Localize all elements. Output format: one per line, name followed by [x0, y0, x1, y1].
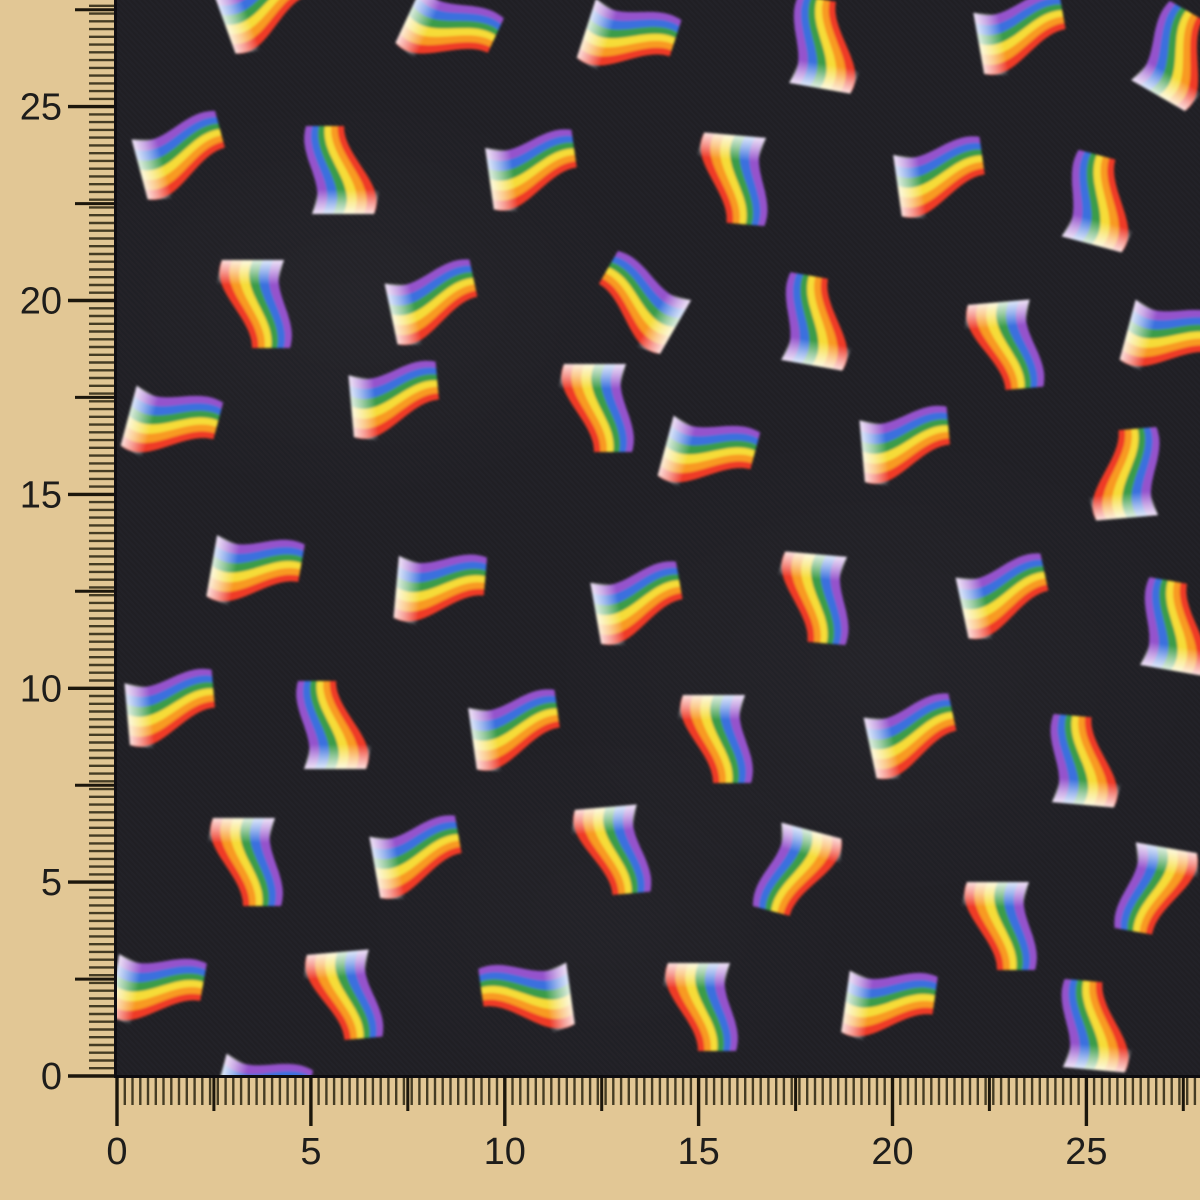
ruler-label: 0 — [106, 1131, 127, 1173]
pride-flag-motif — [558, 528, 728, 682]
ruler-label: 5 — [41, 862, 62, 904]
pride-flag-motif — [1085, 260, 1200, 424]
pride-flag-motif — [357, 0, 548, 126]
pride-flag-motif — [271, 920, 414, 1078]
ruler-label: 0 — [41, 1056, 62, 1098]
ruler-label: 15 — [677, 1131, 719, 1173]
pride-flag-motif — [114, 346, 264, 510]
pride-flag-motif — [623, 376, 802, 540]
pride-flag-motif — [179, 791, 309, 941]
pride-flag-motif — [810, 933, 977, 1078]
ruler-label: 25 — [1065, 1131, 1107, 1173]
pride-flag-motif — [862, 104, 1029, 254]
pride-flag-motif — [660, 103, 803, 264]
pride-flag-motif — [537, 209, 732, 397]
fabric-swatch — [114, 0, 1200, 1078]
pride-flag-motif — [114, 916, 246, 1070]
pride-flag-motif — [922, 519, 1096, 677]
pride-flag-motif — [1081, 810, 1200, 980]
ruler-label: 20 — [871, 1131, 913, 1173]
pride-flag-motif — [830, 376, 991, 519]
ruler-label: 20 — [20, 281, 62, 323]
pride-flag-motif — [1088, 0, 1200, 151]
pride-flag-motif — [454, 97, 621, 247]
pride-flag-motif — [1052, 390, 1195, 551]
pride-flag-motif — [351, 225, 525, 383]
pride-flag-motif — [541, 0, 724, 128]
pride-flag-motif — [1016, 677, 1159, 838]
ruler-label: 25 — [20, 87, 62, 129]
pride-flag-motif — [717, 788, 881, 967]
pride-flag-motif — [1027, 942, 1170, 1078]
pride-flag-motif — [741, 522, 884, 683]
pride-flag-motif — [177, 0, 362, 95]
pride-flag-motif — [530, 337, 660, 487]
ruler-label: 10 — [20, 668, 62, 710]
pride-flag-motif — [941, 0, 1111, 112]
pride-flag-motif — [176, 1014, 355, 1078]
pride-flag-motif — [364, 520, 525, 663]
pride-flag-motif — [114, 75, 275, 239]
pride-flag-motif — [174, 497, 344, 651]
pride-flag-motif — [649, 668, 779, 818]
pride-flag-motif — [278, 91, 408, 241]
pride-flag-motif — [743, 233, 897, 403]
pride-flag-motif — [539, 775, 682, 936]
pride-flag-motif — [188, 233, 318, 383]
pride-flag-motif — [1022, 109, 1186, 288]
pride-flag-motif — [440, 925, 607, 1075]
pride-flag-motif — [751, 0, 905, 126]
pride-flag-motif — [634, 936, 764, 1078]
ruler-label: 5 — [300, 1131, 321, 1173]
pride-flag-motif — [932, 270, 1075, 431]
pride-flag-motif — [830, 659, 1004, 817]
pride-flag-motif — [270, 646, 400, 796]
pride-flag-motif — [337, 782, 507, 936]
pride-flag-motif — [933, 855, 1063, 1005]
pride-flag-motif — [114, 639, 255, 782]
pride-flag-motif — [437, 657, 604, 807]
pride-flag-motif — [1102, 538, 1200, 708]
ruler-label: 15 — [20, 474, 62, 516]
pride-flag-motif — [319, 331, 480, 474]
ruler-label: 10 — [484, 1131, 526, 1173]
horizontal-cm-ruler: 0 5 10 15 20 25 — [0, 1078, 1200, 1200]
vertical-cm-ruler: 0 5 10 15 20 25 — [0, 0, 114, 1098]
